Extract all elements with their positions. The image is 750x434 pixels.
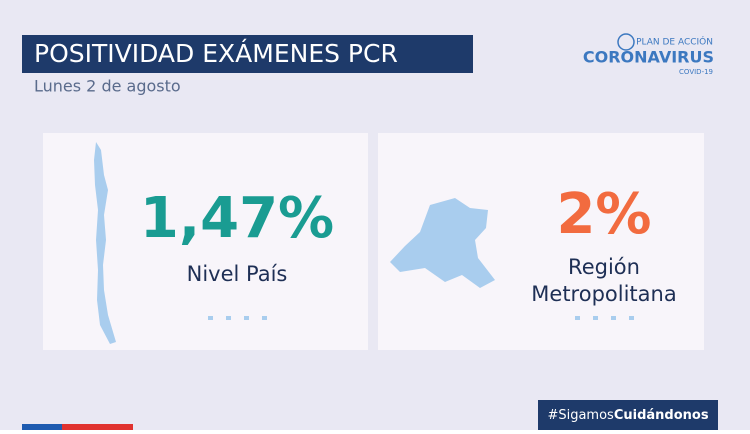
label: Región xyxy=(568,255,640,279)
flag-stripe xyxy=(22,424,62,430)
flag-stripe xyxy=(62,424,133,430)
label: Metropolitana xyxy=(531,282,676,306)
subtitle: Lunes 2 de agosto xyxy=(34,77,181,96)
region-map xyxy=(390,198,495,288)
hashtag-prefix: #Sigamos xyxy=(547,408,614,423)
logo-icon xyxy=(617,33,635,51)
hashtag-box xyxy=(538,400,718,430)
title: POSITIVIDAD EXÁMENES PCR xyxy=(34,39,398,68)
logo-top: PLAN DE ACCIÓN xyxy=(636,36,713,48)
value: 1,47% xyxy=(140,186,334,251)
chile-map xyxy=(94,142,116,344)
label: Nivel País xyxy=(187,262,288,286)
dots xyxy=(208,316,634,320)
value: 2% xyxy=(556,182,651,247)
hashtag: #SigamosCuidándonos xyxy=(547,408,708,423)
logo: PLAN DE ACCIÓN CORONAVIRUS COVID-19 xyxy=(583,33,714,76)
title-box xyxy=(22,35,473,73)
logo-main: CORONAVIRUS xyxy=(583,48,714,67)
logo-bottom: COVID-19 xyxy=(679,68,713,76)
hashtag-bold: Cuidándonos xyxy=(614,408,709,423)
